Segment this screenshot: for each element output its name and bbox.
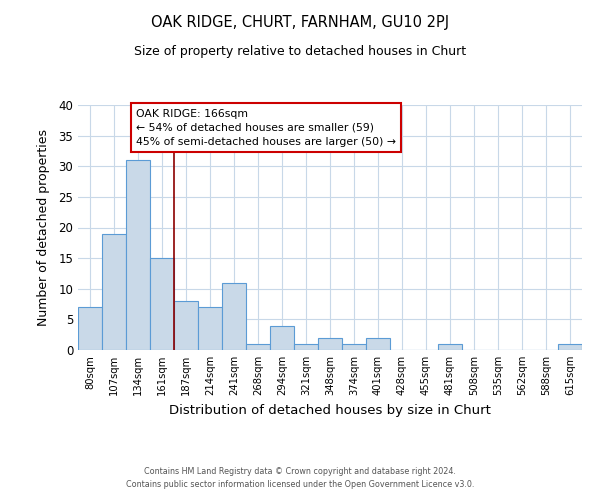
Bar — [150, 258, 174, 350]
Bar — [366, 338, 390, 350]
Bar — [174, 301, 198, 350]
Text: Size of property relative to detached houses in Churt: Size of property relative to detached ho… — [134, 45, 466, 58]
Bar — [126, 160, 150, 350]
Bar — [102, 234, 126, 350]
Bar — [198, 307, 222, 350]
Bar — [294, 344, 318, 350]
Text: OAK RIDGE, CHURT, FARNHAM, GU10 2PJ: OAK RIDGE, CHURT, FARNHAM, GU10 2PJ — [151, 15, 449, 30]
Bar — [342, 344, 366, 350]
Bar — [438, 344, 462, 350]
Bar — [558, 344, 582, 350]
X-axis label: Distribution of detached houses by size in Churt: Distribution of detached houses by size … — [169, 404, 491, 416]
Y-axis label: Number of detached properties: Number of detached properties — [37, 129, 50, 326]
Bar — [318, 338, 342, 350]
Bar — [246, 344, 270, 350]
Bar — [270, 326, 294, 350]
Text: OAK RIDGE: 166sqm
← 54% of detached houses are smaller (59)
45% of semi-detached: OAK RIDGE: 166sqm ← 54% of detached hous… — [136, 108, 396, 146]
Text: Contains HM Land Registry data © Crown copyright and database right 2024.
Contai: Contains HM Land Registry data © Crown c… — [126, 467, 474, 489]
Bar — [222, 282, 246, 350]
Bar — [78, 307, 102, 350]
